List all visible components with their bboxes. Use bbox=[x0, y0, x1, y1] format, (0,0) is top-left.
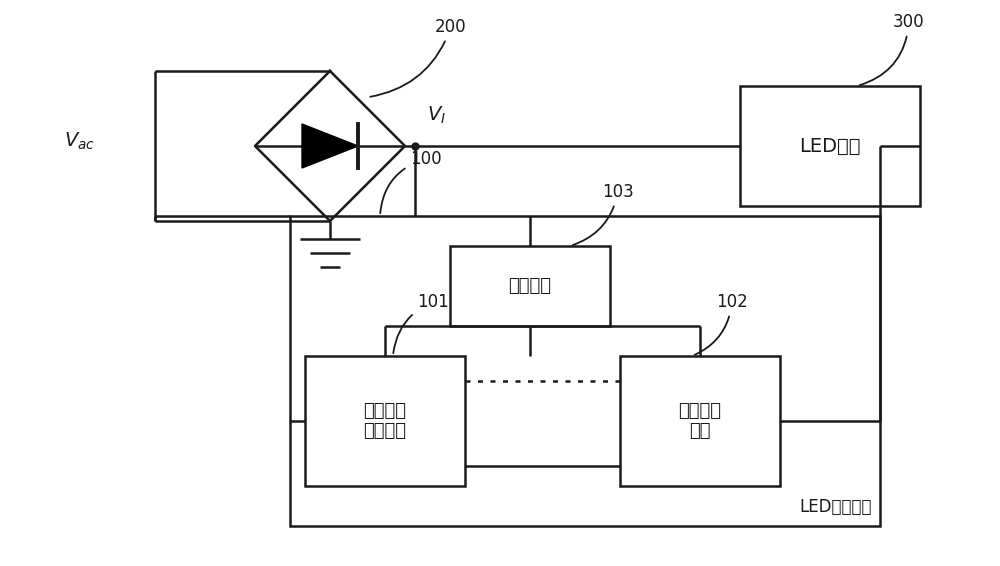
Text: 103: 103 bbox=[573, 183, 634, 245]
Text: 功率因数
控制模块: 功率因数 控制模块 bbox=[364, 402, 406, 440]
Polygon shape bbox=[302, 124, 358, 168]
Text: 102: 102 bbox=[695, 293, 748, 355]
Text: LED驱动电路: LED驱动电路 bbox=[800, 498, 872, 516]
Text: $V_I$: $V_I$ bbox=[427, 105, 446, 126]
Text: LED负载: LED负载 bbox=[799, 136, 861, 156]
Text: $V_{ac}$: $V_{ac}$ bbox=[64, 130, 96, 152]
Text: 300: 300 bbox=[860, 13, 925, 85]
Text: 101: 101 bbox=[393, 293, 449, 353]
Text: 电源模块: 电源模块 bbox=[509, 277, 552, 295]
Text: 恒流控制
模块: 恒流控制 模块 bbox=[678, 402, 722, 440]
Text: 200: 200 bbox=[370, 18, 467, 97]
Text: 100: 100 bbox=[380, 150, 442, 213]
